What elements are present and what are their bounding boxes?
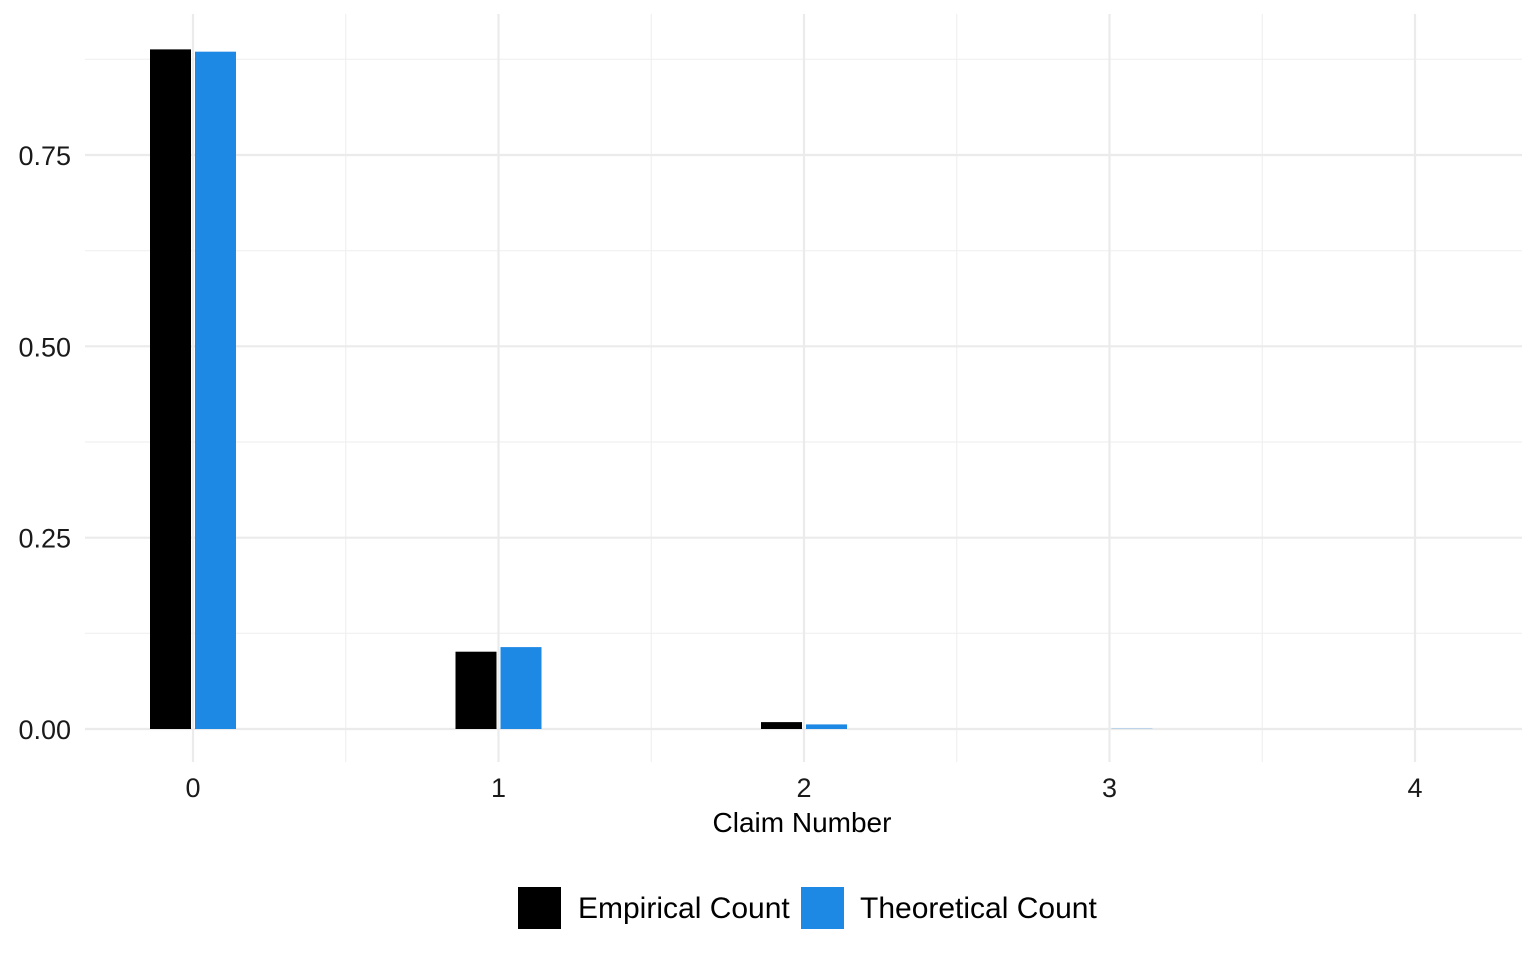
bar-theoretical-0	[195, 51, 236, 730]
x-tick-label: 0	[185, 773, 200, 803]
legend-label-empirical: Empirical Count	[578, 892, 790, 925]
x-axis-title: Claim Number	[713, 807, 892, 838]
y-tick-label: 0.25	[18, 524, 71, 554]
y-tick-label: 0.75	[18, 141, 71, 171]
y-tick-label: 0.00	[18, 715, 71, 745]
y-tick-label: 0.50	[18, 332, 71, 362]
bar-empirical-1	[455, 651, 497, 729]
bar-empirical-0	[150, 49, 191, 730]
legend-label-theoretical: Theoretical Count	[860, 892, 1097, 925]
y-axis-ticks: 0.00 0.25 0.50 0.75	[18, 141, 71, 745]
bar-theoretical-1	[500, 647, 542, 729]
x-tick-label: 4	[1407, 773, 1422, 803]
x-tick-label: 2	[796, 773, 811, 803]
legend: Empirical Count Theoretical Count	[518, 887, 1097, 929]
major-gridlines	[85, 14, 1522, 762]
x-tick-label: 3	[1102, 773, 1117, 803]
bar-theoretical-2	[806, 724, 847, 729]
legend-swatch-empirical	[518, 887, 561, 929]
bar-empirical-2	[761, 722, 802, 729]
x-axis-ticks: 0 1 2 3 4	[185, 773, 1422, 803]
bars	[150, 49, 1153, 730]
x-tick-label: 1	[491, 773, 506, 803]
legend-swatch-theoretical	[801, 887, 844, 929]
